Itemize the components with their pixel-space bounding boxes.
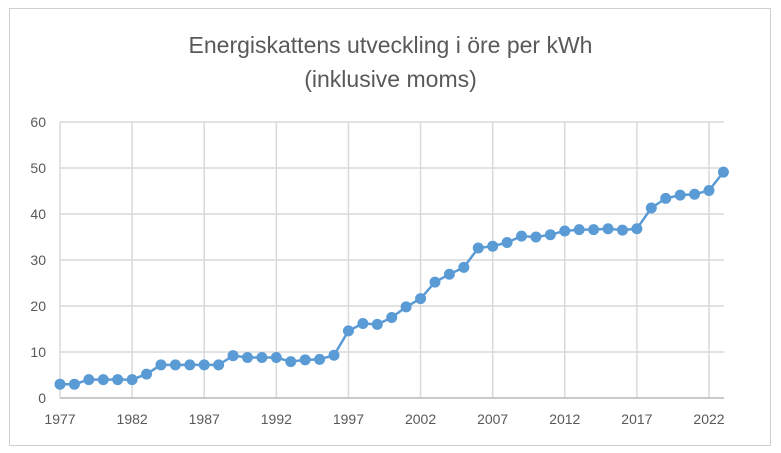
data-point xyxy=(169,359,181,371)
data-point xyxy=(602,223,614,235)
data-point xyxy=(501,237,513,249)
data-point xyxy=(357,317,369,329)
data-point xyxy=(472,242,484,254)
data-point xyxy=(544,229,556,241)
data-point xyxy=(689,188,701,200)
data-point xyxy=(83,374,95,386)
y-tick-label: 10 xyxy=(30,344,46,360)
data-point xyxy=(645,202,657,214)
data-point xyxy=(141,368,153,380)
x-tick-label: 2012 xyxy=(549,411,580,427)
data-point xyxy=(429,276,441,288)
chart-subtitle: (inklusive moms) xyxy=(304,66,477,92)
data-point xyxy=(443,268,455,280)
data-point xyxy=(616,224,628,236)
data-point xyxy=(415,293,427,305)
x-tick-label: 2017 xyxy=(621,411,652,427)
y-tick-label: 20 xyxy=(30,298,46,314)
data-point xyxy=(371,318,383,330)
data-point xyxy=(703,185,715,197)
data-point xyxy=(458,261,470,273)
data-point xyxy=(717,166,729,178)
data-point xyxy=(314,353,326,365)
data-point xyxy=(256,352,268,364)
data-point xyxy=(342,325,354,337)
x-tick-label: 1977 xyxy=(44,411,75,427)
data-point xyxy=(559,225,571,237)
x-tick-label: 1997 xyxy=(333,411,364,427)
y-tick-label: 50 xyxy=(30,160,46,176)
data-point xyxy=(241,352,253,364)
data-point xyxy=(328,349,340,361)
data-point xyxy=(97,374,109,386)
data-point xyxy=(68,378,80,390)
y-tick-label: 30 xyxy=(30,252,46,268)
data-point xyxy=(126,374,138,386)
data-point xyxy=(674,189,686,201)
x-tick-label: 1982 xyxy=(117,411,148,427)
data-point xyxy=(112,374,124,386)
data-point xyxy=(285,356,297,368)
chart-frame xyxy=(9,8,771,446)
data-point xyxy=(155,359,167,371)
x-tick-label: 2007 xyxy=(477,411,508,427)
x-tick-label: 2002 xyxy=(405,411,436,427)
data-point xyxy=(631,223,643,235)
y-tick-label: 60 xyxy=(30,114,46,130)
data-point xyxy=(270,352,282,364)
data-point xyxy=(516,230,528,242)
data-point xyxy=(660,192,672,204)
data-point xyxy=(54,378,66,390)
data-point xyxy=(227,350,239,362)
x-tick-label: 1987 xyxy=(189,411,220,427)
data-point xyxy=(213,359,225,371)
x-tick-label: 1992 xyxy=(261,411,292,427)
y-tick-label: 0 xyxy=(38,390,46,406)
data-point xyxy=(198,359,210,371)
data-point xyxy=(588,224,600,236)
data-point xyxy=(530,231,542,243)
data-point xyxy=(487,240,499,252)
x-tick-label: 2022 xyxy=(693,411,724,427)
data-point xyxy=(573,224,585,236)
chart-title: Energiskattens utveckling i öre per kWh xyxy=(188,32,593,58)
y-tick-label: 40 xyxy=(30,206,46,222)
data-point xyxy=(184,359,196,371)
data-point xyxy=(386,312,398,323)
data-point xyxy=(299,354,311,366)
data-point xyxy=(400,301,412,313)
